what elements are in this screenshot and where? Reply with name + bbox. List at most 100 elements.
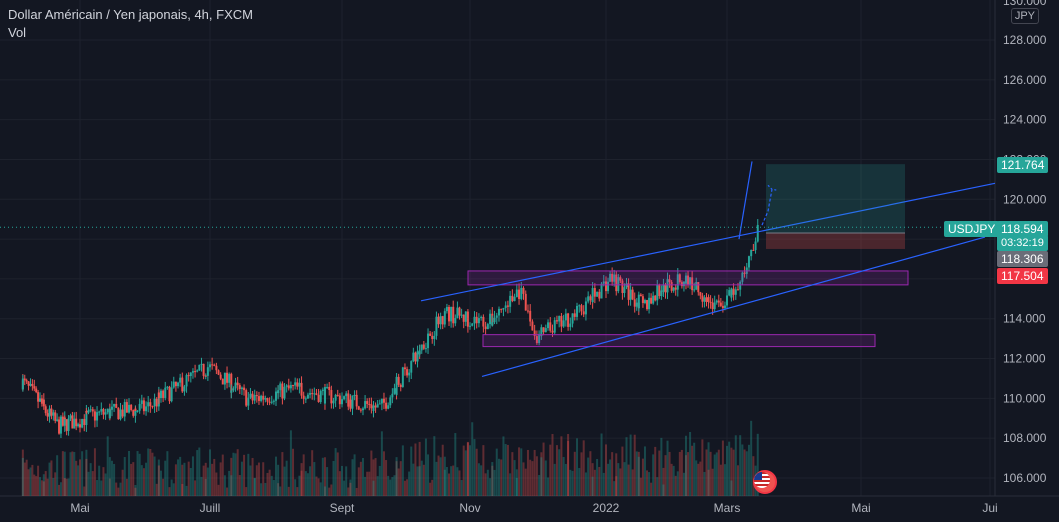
candle-body — [605, 281, 607, 292]
candle-body — [486, 324, 489, 330]
candle-body — [515, 289, 518, 297]
candle-body — [739, 281, 742, 290]
candle-body — [670, 282, 673, 291]
volume-bar — [584, 472, 587, 496]
candle-body — [578, 305, 581, 307]
candle-body — [497, 308, 500, 316]
volume-bar — [172, 483, 175, 496]
volume-bar — [391, 477, 394, 496]
currency-label[interactable]: JPY — [1010, 8, 1039, 24]
candle-body — [460, 314, 463, 316]
volume-bar — [524, 468, 527, 496]
volume-bar — [54, 472, 57, 496]
candle-body — [542, 327, 545, 333]
volume-bar — [707, 442, 710, 496]
candle-body — [260, 395, 263, 401]
candle-body — [119, 409, 122, 420]
volume-bar — [341, 465, 343, 496]
volume-bar — [251, 457, 254, 496]
volume-bar — [429, 482, 432, 496]
volume-bar — [542, 442, 545, 496]
volume-bar — [232, 452, 235, 496]
volume-bar — [393, 475, 396, 496]
volume-bar — [509, 473, 512, 496]
volume-bar — [323, 457, 326, 496]
candle-body — [98, 411, 101, 413]
volume-bar — [71, 451, 74, 496]
volume-bar — [230, 475, 233, 496]
volume-bar — [739, 435, 742, 496]
candle-body — [31, 383, 34, 387]
candle-body — [518, 289, 521, 299]
volume-bar — [125, 478, 128, 496]
candle-body — [63, 417, 66, 420]
volume-bar — [69, 452, 72, 496]
candle-body — [211, 364, 214, 366]
volume-bar — [431, 479, 434, 496]
volume-bar — [209, 449, 211, 496]
candle-body — [662, 284, 665, 292]
candle-body — [345, 393, 348, 397]
candle-body — [110, 406, 113, 410]
volume-bar — [613, 481, 616, 496]
candle-body — [391, 393, 394, 398]
candle-body — [234, 382, 237, 389]
volume-bar — [221, 454, 224, 496]
candle-body — [353, 394, 356, 396]
candle-body — [317, 394, 320, 402]
volume-bar — [450, 466, 453, 496]
candle-body — [427, 333, 430, 349]
volume-bar — [639, 477, 642, 496]
candle-body — [287, 385, 290, 389]
candle-body — [406, 369, 409, 376]
volume-bar — [338, 471, 341, 496]
volume-bar — [730, 447, 733, 496]
candle-body — [730, 288, 733, 298]
volume-bar — [330, 484, 333, 496]
candle-body — [401, 367, 404, 387]
volume-bar — [395, 457, 398, 496]
candle-body — [584, 301, 587, 315]
candle-body — [743, 272, 746, 274]
candle-body — [431, 335, 434, 340]
volume-bar — [304, 471, 307, 496]
breakout-line — [738, 161, 753, 240]
candle-body — [582, 311, 585, 315]
candle-body — [177, 382, 180, 387]
candle-body — [145, 406, 148, 412]
volume-bar — [85, 449, 88, 496]
candle-body — [756, 224, 759, 242]
candle-body — [633, 299, 636, 307]
volume-bar — [272, 480, 275, 496]
volume-bar — [81, 451, 84, 496]
candle-body — [79, 424, 81, 428]
candle-body — [441, 316, 444, 325]
candle-body — [128, 404, 131, 413]
candle-body — [343, 396, 346, 400]
candle-body — [664, 284, 667, 293]
price-tick-label: 112.000 — [1003, 352, 1046, 366]
candle-body — [385, 402, 388, 409]
volume-bar — [292, 448, 295, 496]
volume-bar — [591, 463, 594, 496]
volume-bar — [42, 481, 45, 496]
volume-bar — [403, 480, 406, 496]
candle-body — [393, 388, 396, 394]
volume-bars — [21, 420, 759, 496]
candle-body — [179, 377, 182, 383]
volume-bar — [376, 476, 379, 496]
candle-body — [341, 399, 343, 405]
volume-bar — [602, 472, 605, 496]
candle-body — [294, 382, 297, 386]
volume-bar — [140, 465, 143, 496]
volume-bar — [364, 476, 367, 496]
candle-body — [596, 291, 599, 297]
candle-body — [108, 409, 111, 419]
candle-body — [564, 313, 567, 321]
candle-body — [185, 375, 188, 387]
candle-body — [389, 397, 392, 406]
volume-bar — [357, 467, 360, 496]
candle-body — [136, 410, 139, 412]
volume-bar — [275, 456, 277, 496]
